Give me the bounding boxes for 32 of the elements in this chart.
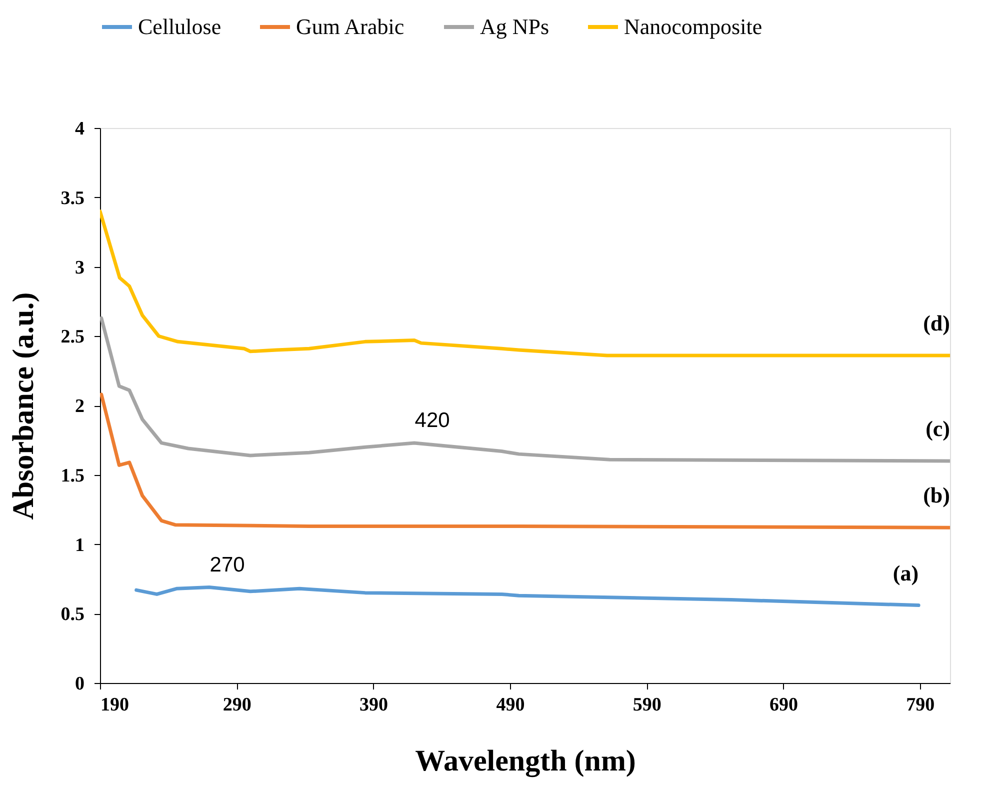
y-tick-label: 3.5: [60, 188, 84, 209]
x-tick-label: 490: [496, 694, 525, 716]
y-tick-label: 3: [75, 257, 84, 278]
legend-label: Cellulose: [138, 14, 222, 39]
line-series: [100, 392, 950, 530]
line-series: [134, 586, 920, 608]
y-tick-label: 2.5: [60, 326, 84, 348]
legend-label: Ag NPs: [480, 14, 550, 39]
line-series: [100, 316, 950, 463]
x-tick-label: 290: [222, 694, 252, 716]
y-tick-label: 0.5: [60, 604, 84, 626]
annotation: (a): [892, 560, 919, 586]
y-tick-label: 0: [75, 674, 84, 694]
annotation: (d): [923, 310, 950, 336]
annotation: 420: [414, 408, 450, 432]
x-tick-label: 690: [770, 694, 798, 716]
y-axis-title: Absorbance (a.u.): [6, 292, 40, 520]
x-tick-label: 190: [100, 694, 129, 716]
annotation: 270: [210, 553, 245, 576]
line-series: [100, 210, 950, 358]
y-tick-label: 2: [75, 396, 84, 417]
x-tick-label: 590: [632, 694, 662, 716]
y-tick-label: 1.5: [60, 465, 84, 486]
x-axis-title: Wavelength (nm): [415, 744, 636, 778]
annotation: (c): [926, 416, 950, 441]
y-tick-label: 1: [75, 534, 84, 556]
legend-label: Gum Arabic: [296, 14, 404, 39]
x-tick-label: 790: [906, 694, 935, 716]
x-tick-label: 390: [360, 694, 388, 716]
y-tick-label: 4: [75, 118, 85, 140]
annotation: (b): [923, 482, 950, 508]
legend-label: Nanocomposite: [624, 14, 762, 39]
